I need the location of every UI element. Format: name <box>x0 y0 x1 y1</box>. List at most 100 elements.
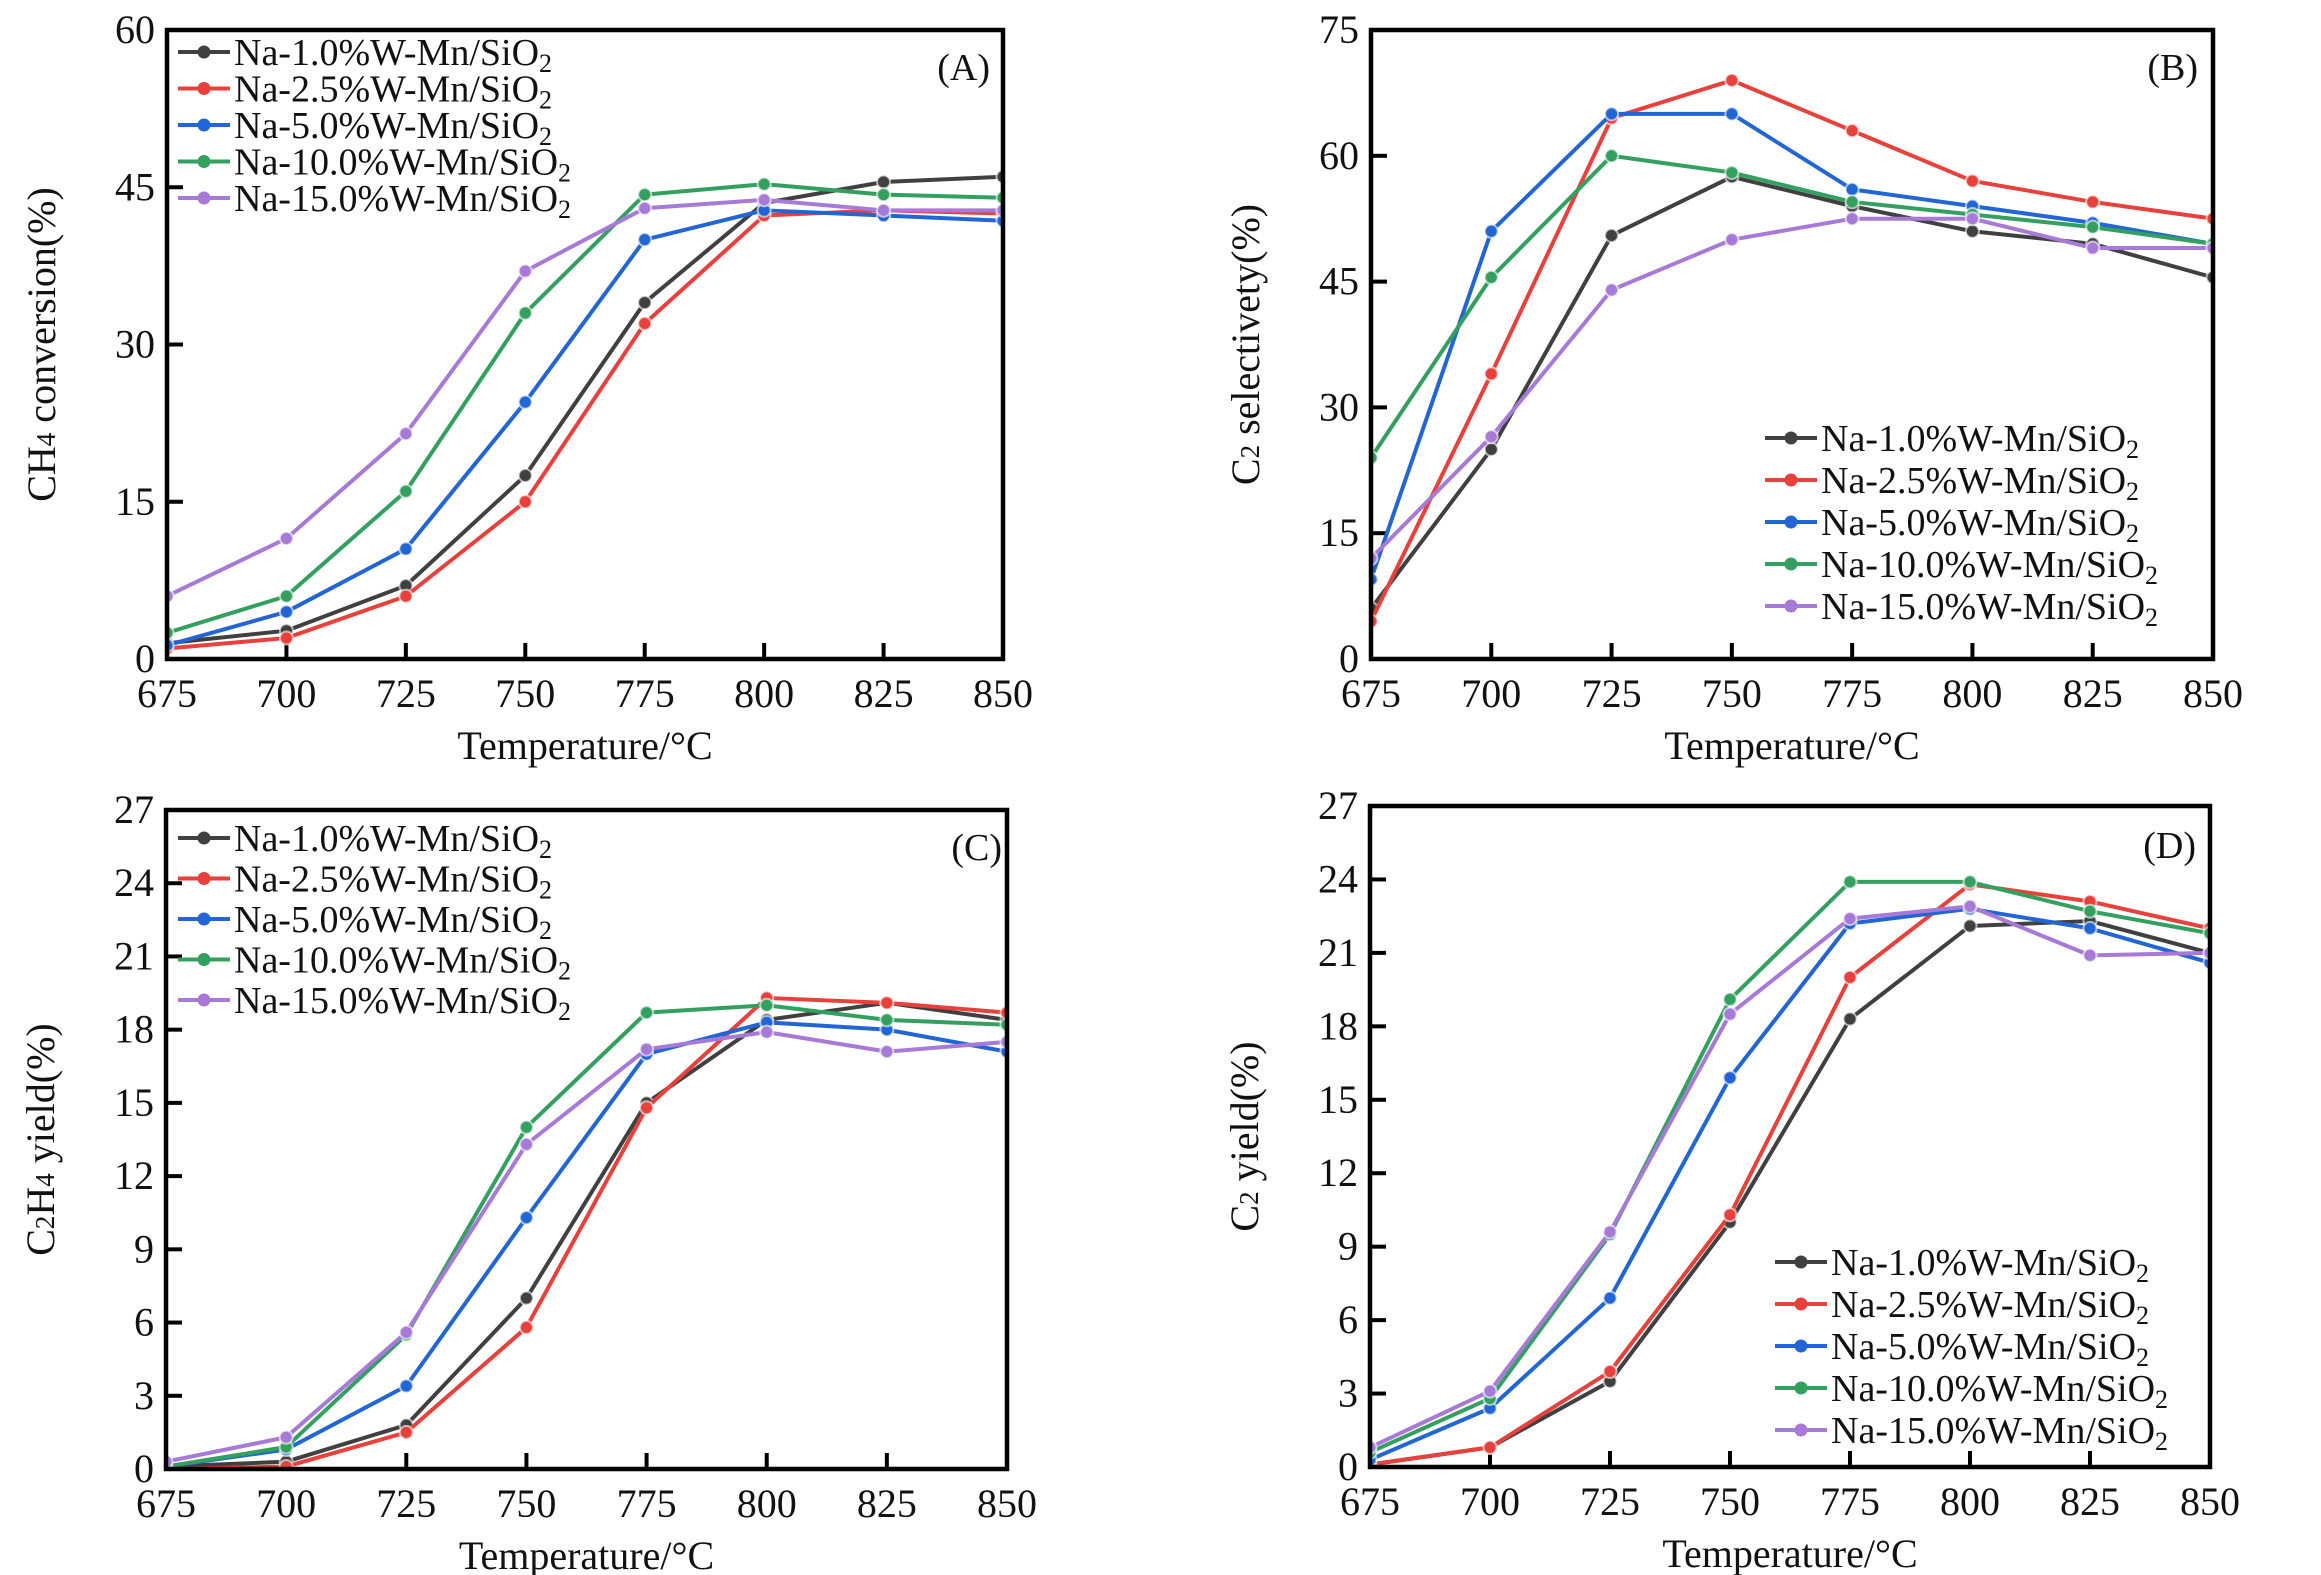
y-tick-label: 15 <box>114 1080 154 1125</box>
legend-label: Na-15.0%W-Mn/SiO2 <box>234 980 571 1026</box>
data-point <box>518 1290 534 1306</box>
legend-swatch-marker <box>1784 557 1798 571</box>
plot-frame <box>163 807 1010 1472</box>
y-tick-label: 12 <box>1318 1150 1358 1195</box>
data-point <box>398 1378 414 1394</box>
data-point <box>1604 148 1620 164</box>
x-tick-label: 775 <box>617 1481 677 1526</box>
data-point <box>517 468 533 484</box>
legend: Na-1.0%W-Mn/SiO2Na-2.5%W-Mn/SiO2Na-5.0%W… <box>1765 418 2158 632</box>
series-line <box>1371 153 2213 460</box>
legend-item: Na-10.0%W-Mn/SiO2 <box>1765 544 2158 590</box>
legend-item: Na-2.5%W-Mn/SiO2 <box>178 859 552 905</box>
y-tick-label: 3 <box>134 1373 154 1418</box>
series-2 <box>166 990 1007 1469</box>
y-tick-label: 27 <box>114 787 154 832</box>
y-tick-label: 24 <box>1318 856 1358 901</box>
y-tick-label: 21 <box>1318 930 1358 975</box>
data-point <box>1722 991 1738 1007</box>
data-point <box>637 200 653 216</box>
data-point <box>1722 1070 1738 1086</box>
legend-label: Na-5.0%W-Mn/SiO2 <box>234 105 552 151</box>
x-tick-label: 800 <box>1942 671 2002 716</box>
legend-item: Na-2.5%W-Mn/SiO2 <box>178 69 552 115</box>
data-point <box>1962 918 1978 934</box>
legend-label: Na-15.0%W-Mn/SiO2 <box>234 178 571 224</box>
series-line <box>1371 78 2213 624</box>
y-tick-label: 45 <box>115 164 155 209</box>
x-tick-label: 700 <box>1460 1479 1520 1524</box>
legend-swatch-marker <box>197 118 211 132</box>
legend-item: Na-1.0%W-Mn/SiO2 <box>1765 418 2139 464</box>
x-tick-label: 825 <box>2063 671 2123 716</box>
x-tick-label: 725 <box>1582 671 1642 716</box>
series-line <box>1370 906 2210 1462</box>
y-tick-label: 30 <box>1319 384 1359 429</box>
data-point <box>1482 1439 1498 1455</box>
y-tick-label: 21 <box>114 933 154 978</box>
legend-swatch-marker <box>197 993 211 1007</box>
data-point <box>518 1119 534 1135</box>
series-3 <box>166 1014 1007 1469</box>
legend-item: Na-5.0%W-Mn/SiO2 <box>178 899 552 945</box>
data-point <box>398 1424 414 1440</box>
legend-swatch-marker <box>197 45 211 59</box>
series-5 <box>1371 211 2213 566</box>
x-tick-label: 775 <box>1822 671 1882 716</box>
legend-label: Na-5.0%W-Mn/SiO2 <box>234 899 552 945</box>
data-point <box>1724 165 1740 181</box>
series-line <box>166 1000 1007 1469</box>
data-point <box>1842 969 1858 985</box>
x-tick-label: 750 <box>496 1481 556 1526</box>
data-point <box>278 1429 294 1445</box>
y-tick-label: 18 <box>114 1007 154 1052</box>
data-point <box>637 232 653 248</box>
data-point <box>398 1324 414 1340</box>
legend-item: Na-15.0%W-Mn/SiO2 <box>1765 586 2158 632</box>
data-point <box>2085 194 2101 210</box>
series-line <box>166 1003 1007 1469</box>
y-tick-label: 15 <box>1318 1077 1358 1122</box>
data-point <box>637 295 653 311</box>
legend-swatch-marker <box>1784 473 1798 487</box>
data-point <box>1604 282 1620 298</box>
panel-c: 0 3 6 9 12 15 18 21 24 27 675 700 725 750 775 800 825 850… <box>18 787 1037 1575</box>
y-tick-label: 12 <box>114 1153 154 1198</box>
legend-swatch-marker <box>197 953 211 966</box>
legend-label: Na-10.0%W-Mn/SiO2 <box>234 940 571 986</box>
data-point <box>639 1005 655 1021</box>
y-tick-label: 60 <box>1319 133 1359 178</box>
x-axis-title: Temperature/°C <box>459 1533 714 1575</box>
y-tick-label: 75 <box>1319 7 1359 52</box>
data-point <box>756 192 772 208</box>
legend-swatch-marker <box>1794 1381 1808 1395</box>
plot-frame <box>1367 803 2213 1470</box>
data-point <box>1483 441 1499 457</box>
data-point <box>1724 106 1740 122</box>
plot-frame <box>1368 27 2216 662</box>
x-tick-label: 675 <box>137 671 197 716</box>
series-line <box>167 208 1003 648</box>
series-line <box>166 995 1007 1469</box>
y-axis-title: C2 selectivety(%) <box>1223 204 1268 485</box>
data-point <box>2082 947 2098 963</box>
legend-swatch-marker <box>1784 431 1798 445</box>
series-4 <box>166 997 1007 1469</box>
series-line <box>1370 879 2210 1455</box>
panel-d: 0 3 6 9 12 15 18 21 24 27 675 700 725 750 775 800 825 850… <box>1222 783 2240 1575</box>
legend-label: Na-5.0%W-Mn/SiO2 <box>1831 1326 2149 1372</box>
x-tick-label: 675 <box>1341 671 1401 716</box>
series-5 <box>1370 898 2210 1455</box>
data-point <box>2085 240 2101 256</box>
y-tick-label: 0 <box>1339 636 1359 681</box>
data-point <box>1604 106 1620 122</box>
legend-label: Na-2.5%W-Mn/SiO2 <box>1831 1284 2149 1330</box>
data-point <box>1842 911 1858 927</box>
legend-label: Na-15.0%W-Mn/SiO2 <box>1821 586 2158 632</box>
legend-swatch-marker <box>1794 1339 1808 1353</box>
legend-item: Na-1.0%W-Mn/SiO2 <box>178 32 552 78</box>
data-point <box>517 263 533 279</box>
data-point <box>876 187 892 203</box>
legend-label: Na-1.0%W-Mn/SiO2 <box>234 818 552 864</box>
